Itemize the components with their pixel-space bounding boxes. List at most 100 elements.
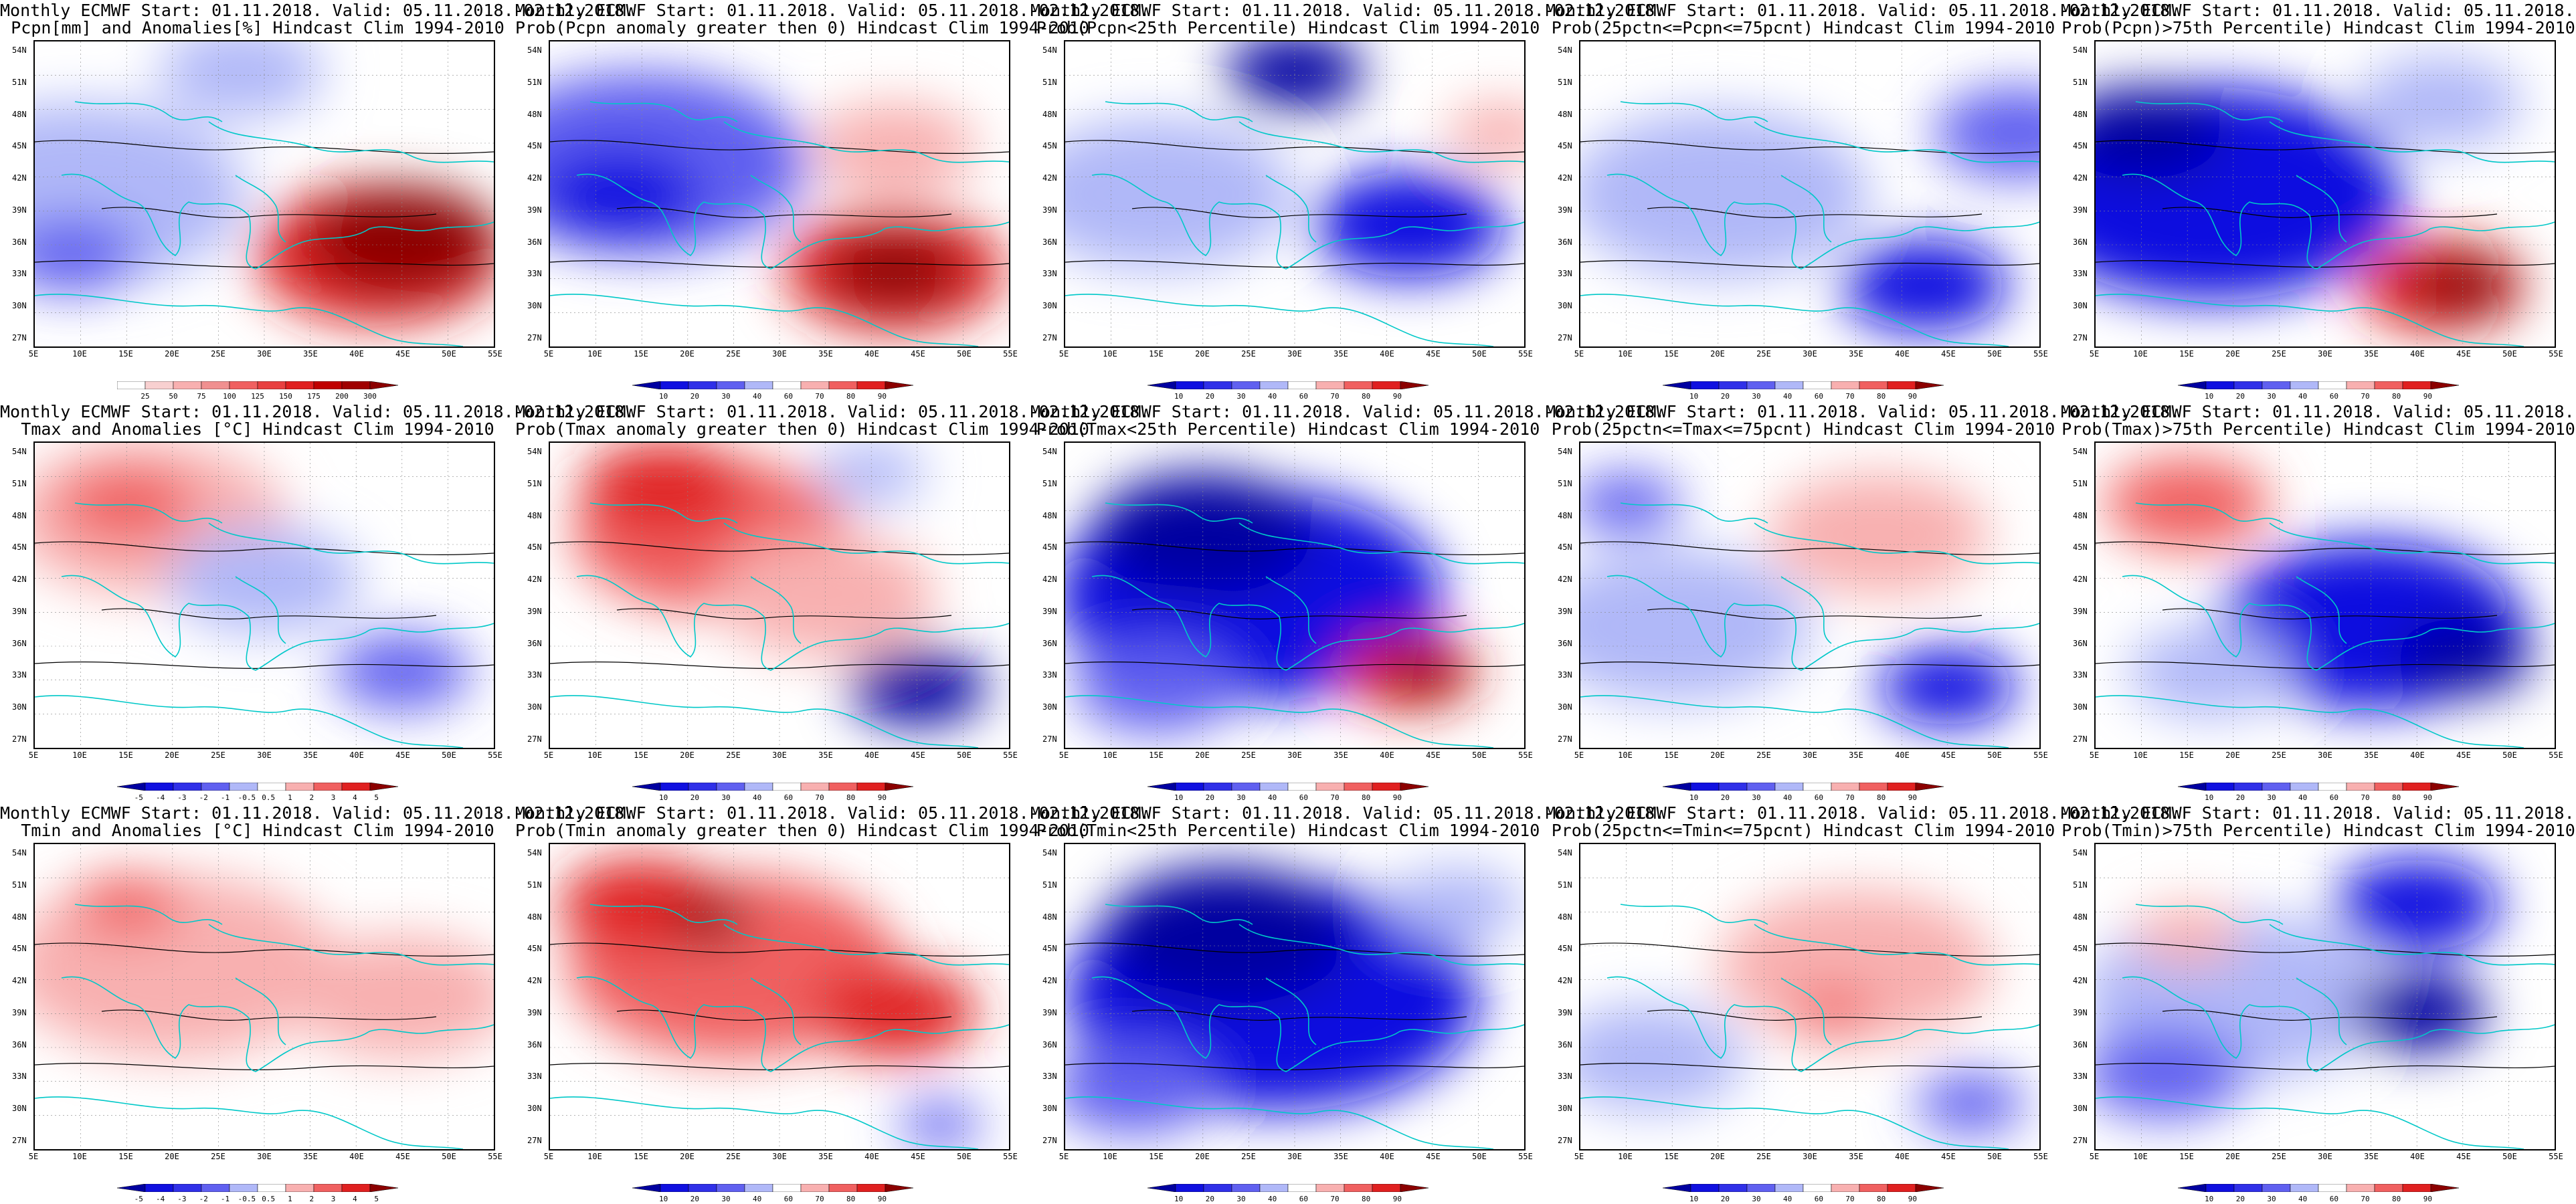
- colorbar-label: 1: [288, 793, 292, 802]
- lon-tick-label: 45E: [395, 750, 410, 760]
- lat-tick-label: 45N: [527, 944, 542, 954]
- lon-tick-label: 30E: [2318, 750, 2332, 760]
- lat-tick-label: 36N: [2073, 638, 2088, 648]
- map-svg: [550, 443, 1009, 748]
- map-area: [1579, 843, 2041, 1150]
- lon-tick-label: 20E: [1710, 750, 1725, 760]
- map-panel-pcpn-prob-lt25: Monthly ECMWF Start: 01.11.2018. Valid: …: [1030, 0, 1665, 401]
- colorbar-segment: [1746, 381, 1776, 389]
- lon-tick-label: 5E: [1059, 349, 1069, 359]
- lon-tick-label: 25E: [1241, 1152, 1256, 1161]
- lat-tick-label: 30N: [12, 301, 27, 311]
- colorbar-segment: [1663, 783, 1691, 791]
- lon-tick-label: 20E: [165, 750, 179, 760]
- map-svg: [2096, 41, 2555, 346]
- colorbar-label: 80: [846, 392, 856, 401]
- colorbar-label: 60: [1814, 1195, 1823, 1203]
- map-svg: [1065, 443, 1524, 748]
- colorbar-label: -1: [220, 793, 230, 802]
- lat-tick-label: 27N: [527, 734, 542, 744]
- colorbar-label: 40: [2298, 793, 2308, 802]
- colorbar-label: 20: [1205, 1195, 1214, 1203]
- lon-tick-label: 30E: [257, 750, 272, 760]
- lat-tick-label: 42N: [527, 976, 542, 986]
- lon-tick-label: 45E: [1941, 1152, 1956, 1161]
- lat-tick-label: 51N: [2073, 77, 2088, 87]
- lat-tick-label: 30N: [1042, 1104, 1057, 1114]
- lat-tick-label: 36N: [12, 638, 27, 648]
- colorbar-label: 40: [1783, 392, 1792, 401]
- lat-tick-label: 33N: [1042, 269, 1057, 279]
- lon-tick-label: 40E: [2410, 1152, 2425, 1161]
- colorbar-label: 30: [2267, 1195, 2276, 1203]
- colorbar-segment: [285, 381, 314, 389]
- map-area: [1579, 40, 2041, 348]
- colorbar-segment: [1831, 381, 1860, 389]
- colorbar-segment: [201, 783, 230, 791]
- lon-tick-label: 55E: [2549, 349, 2563, 359]
- coastline: [1238, 522, 1524, 565]
- colorbar-segment: [1147, 381, 1176, 389]
- colorbar: [1147, 1184, 1429, 1192]
- lon-tick-label: 55E: [2033, 349, 2048, 359]
- colorbar: [2178, 381, 2459, 389]
- colorbar-segment: [2262, 1184, 2291, 1192]
- colorbar-label: 90: [2423, 793, 2432, 802]
- map-area: [549, 843, 1010, 1150]
- lat-tick-label: 51N: [1042, 478, 1057, 488]
- colorbar-segment: [1259, 381, 1289, 389]
- lon-tick-label: 5E: [2089, 750, 2100, 760]
- panel-title-line1: Monthly ECMWF Start: 01.11.2018. Valid: …: [1030, 402, 1665, 421]
- coastline: [1606, 173, 2039, 270]
- lat-tick-label: 33N: [1558, 1072, 1572, 1082]
- colorbar-label: 30: [721, 1195, 731, 1203]
- contour-line: [1580, 1063, 2039, 1070]
- colorbar-segment: [2402, 783, 2431, 791]
- coastline: [1091, 575, 1524, 671]
- colorbar-segment: [117, 381, 146, 389]
- coastline: [35, 695, 464, 748]
- colorbar-segment: [1147, 1184, 1176, 1192]
- lon-tick-label: 55E: [1003, 750, 1018, 760]
- coastline: [235, 175, 286, 243]
- coastline: [723, 924, 1009, 966]
- anomaly-field: [2407, 255, 2518, 316]
- lon-tick-label: 20E: [1710, 349, 1725, 359]
- colorbar-segment: [341, 783, 371, 791]
- coastline: [2096, 294, 2524, 346]
- colorbar-label: 2: [309, 1195, 314, 1203]
- colorbar-label: -1: [220, 1195, 230, 1203]
- colorbar-label: 40: [1783, 1195, 1792, 1203]
- lat-tick-label: 45N: [527, 542, 542, 553]
- contour-line: [2096, 1063, 2555, 1070]
- lon-tick-label: 50E: [1472, 349, 1487, 359]
- lon-tick-label: 15E: [118, 1152, 133, 1161]
- lon-tick-label: 10E: [2133, 1152, 2148, 1161]
- anomaly-field: [2096, 1027, 2247, 1119]
- lon-tick-label: 5E: [28, 750, 39, 760]
- lat-tick-label: 42N: [12, 173, 27, 183]
- panel-title-line1: Monthly ECMWF Start: 01.11.2018. Valid: …: [515, 402, 1150, 421]
- colorbar-segment: [2346, 1184, 2375, 1192]
- colorbar-segment: [285, 783, 314, 791]
- map-panel-tmin-anomalies: Monthly ECMWF Start: 01.11.2018. Valid: …: [0, 803, 634, 1204]
- lat-tick-label: 27N: [2073, 333, 2088, 342]
- colorbar-label: 80: [2392, 1195, 2401, 1203]
- map-panel-tmax-prob-gt75: Monthly ECMWF Start: 01.11.2018. Valid: …: [2061, 401, 2576, 803]
- colorbar-segment: [2430, 1184, 2459, 1192]
- lat-tick-label: 30N: [527, 1104, 542, 1114]
- colorbar-label: 80: [1362, 392, 1371, 401]
- colorbar-segment: [1315, 381, 1345, 389]
- anomaly-field: [1934, 87, 2039, 179]
- lat-tick-label: 48N: [1042, 109, 1057, 119]
- map-svg: [2096, 443, 2555, 748]
- anomaly-field: [1718, 890, 1994, 1043]
- colorbar-segment: [1287, 1184, 1317, 1192]
- lat-tick-label: 45N: [12, 542, 27, 553]
- lat-tick-label: 39N: [1558, 205, 1572, 215]
- lat-tick-label: 45N: [1558, 542, 1572, 553]
- anomaly-field: [899, 1102, 982, 1148]
- panel-title-line2: Prob(Tmax)>75th Percentile) Hindcast Cli…: [2061, 419, 2575, 439]
- colorbar-segment: [2346, 783, 2375, 791]
- contour-line: [35, 662, 494, 669]
